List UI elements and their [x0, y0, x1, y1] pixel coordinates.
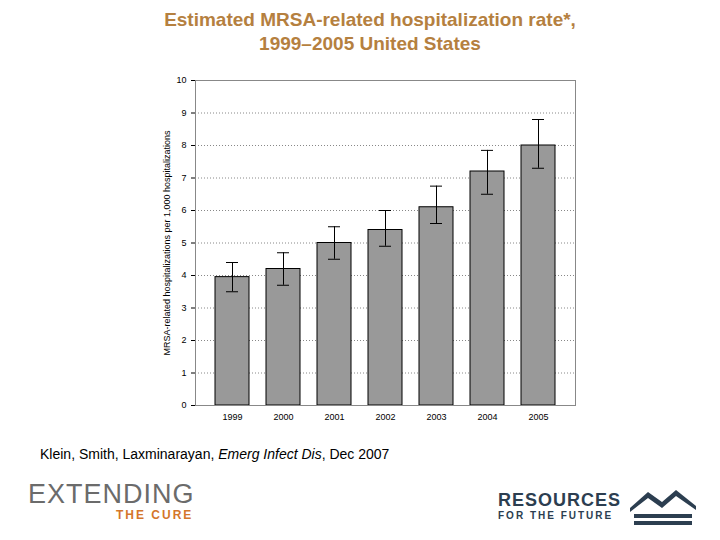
svg-text:2003: 2003	[426, 412, 446, 422]
svg-text:4: 4	[181, 270, 186, 280]
svg-text:1: 1	[181, 368, 186, 378]
svg-text:2000: 2000	[273, 412, 293, 422]
svg-text:8: 8	[181, 140, 186, 150]
svg-text:2001: 2001	[324, 412, 344, 422]
svg-text:3: 3	[181, 303, 186, 313]
svg-text:2004: 2004	[477, 412, 497, 422]
html-text:RESOURCES: RESOURCES	[498, 490, 621, 510]
svg-text:2: 2	[181, 335, 186, 345]
svg-text:5: 5	[181, 238, 186, 248]
svg-text:7: 7	[181, 173, 186, 183]
svg-text:2002: 2002	[375, 412, 395, 422]
html-text:Estimated MRSA-related hospita: Estimated MRSA-related hospitalization r…	[164, 9, 576, 54]
svg-text:10: 10	[176, 75, 186, 85]
html-text:Klein, Smith, Laxminarayan, Em: Klein, Smith, Laxminarayan, Emerg Infect…	[40, 446, 390, 462]
svg-text:9: 9	[181, 108, 186, 118]
svg-text:2005: 2005	[528, 412, 548, 422]
svg-text:1999: 1999	[222, 412, 242, 422]
html-text:EXTENDING: EXTENDING	[28, 479, 195, 509]
svg-text:0: 0	[181, 400, 186, 410]
html-text:THE CURE: THE CURE	[116, 508, 194, 522]
svg-text:6: 6	[181, 205, 186, 215]
svg-text:MRSA-related hospitalizations: MRSA-related hospitalizations per 1,000 …	[162, 130, 172, 356]
html-text:FOR THE FUTURE: FOR THE FUTURE	[498, 510, 614, 521]
